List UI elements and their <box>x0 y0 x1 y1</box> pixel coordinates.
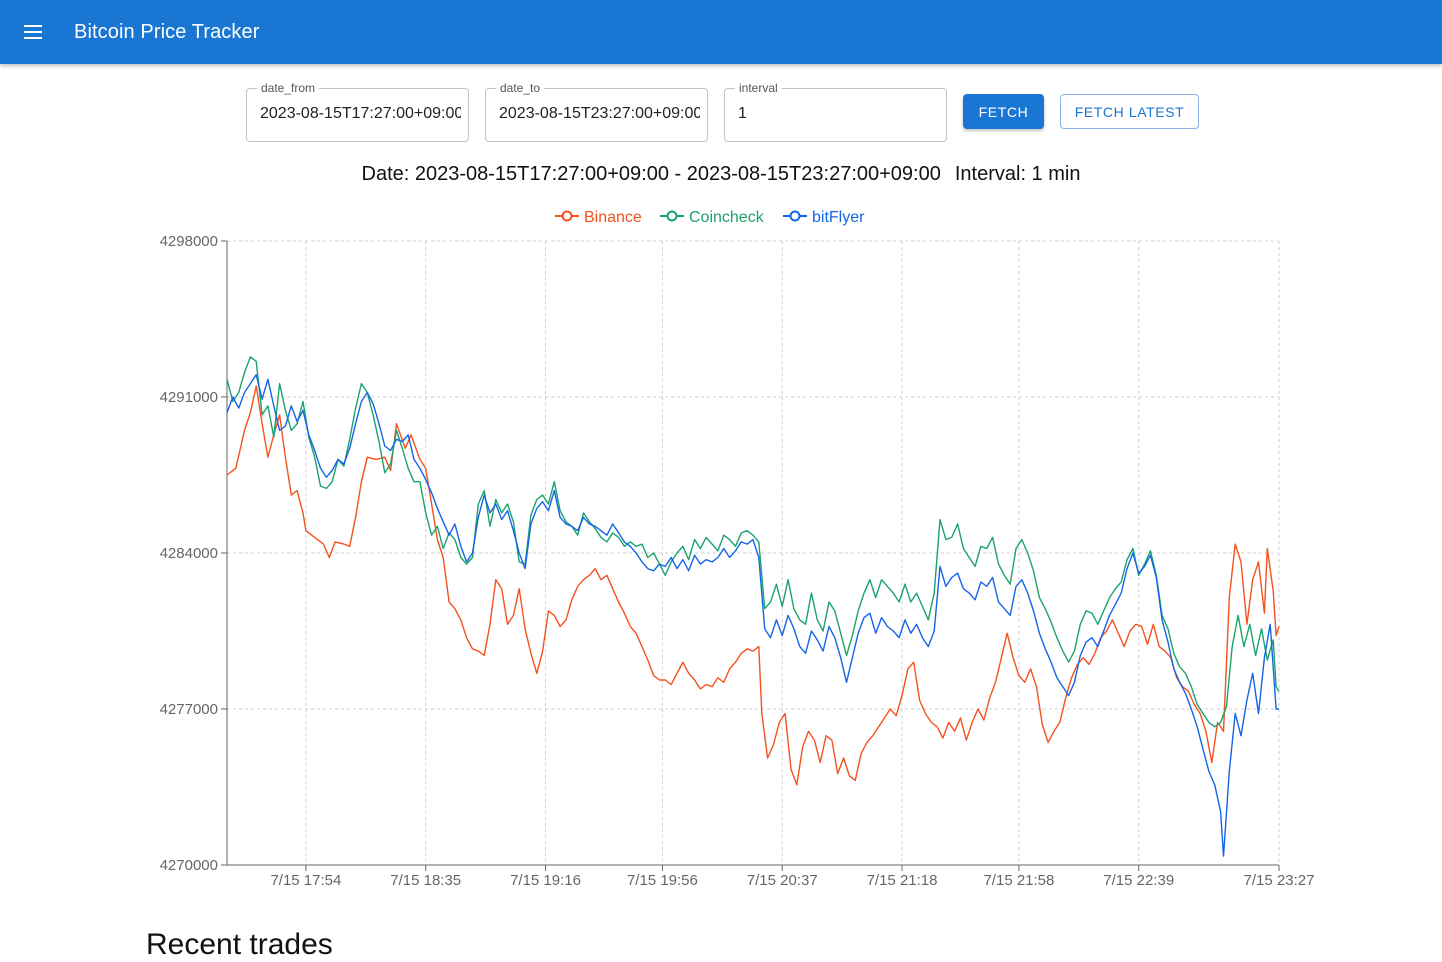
price-chart: 4270000 4277000 4284000 4291000 4298000 7/15 … <box>0 195 1442 895</box>
price-chart-svg: 4270000 4277000 4284000 4291000 4298000 7/15 … <box>160 209 1315 889</box>
date-to-input[interactable] <box>499 105 700 123</box>
series-line-bitflyer <box>226 374 1279 857</box>
x-tick-label: 7/15 23:27 <box>1244 872 1315 889</box>
y-tick-label: 4298000 <box>160 233 218 250</box>
x-tick-label: 7/15 18:35 <box>390 872 461 889</box>
date-from-field: date_from <box>246 81 469 142</box>
x-tick-label: 7/15 17:54 <box>270 872 341 889</box>
series-line-binance <box>226 385 1280 786</box>
interval-input[interactable] <box>738 105 939 123</box>
date-to-label: date_to <box>496 81 545 95</box>
x-tick-label: 7/15 19:56 <box>627 872 698 889</box>
date-to-field: date_to <box>485 81 708 142</box>
y-tick-label: 4277000 <box>160 701 218 718</box>
legend-label-binance: Binance <box>584 209 642 226</box>
legend-marker-coincheck <box>666 210 678 222</box>
legend-label-bitflyer: bitFlyer <box>812 209 865 226</box>
series-line-coincheck <box>226 356 1280 728</box>
date-from-label: date_from <box>257 81 320 95</box>
interval-label: interval <box>735 81 782 95</box>
fetch-button[interactable]: FETCH <box>963 94 1044 129</box>
date-from-input[interactable] <box>260 105 461 123</box>
menu-icon[interactable] <box>20 18 48 46</box>
y-tick-label: 4291000 <box>160 389 218 406</box>
x-tick-label: 7/15 19:16 <box>510 872 581 889</box>
legend-label-coincheck: Coincheck <box>689 209 765 226</box>
legend-marker-binance <box>561 210 573 222</box>
app-bar: Bitcoin Price Tracker <box>0 0 1442 64</box>
y-tick-label: 4284000 <box>160 545 218 562</box>
section-heading: Recent trades <box>146 928 333 961</box>
legend-marker-bitflyer <box>789 210 801 222</box>
x-tick-label: 7/15 20:37 <box>747 872 818 889</box>
y-tick-label: 4270000 <box>160 857 218 874</box>
x-tick-label: 7/15 22:39 <box>1103 872 1174 889</box>
x-tick-label: 7/15 21:58 <box>983 872 1054 889</box>
date-range-text: Date: 2023-08-15T17:27:00+09:00 - 2023-0… <box>361 163 941 185</box>
fetch-latest-button[interactable]: FETCH LATEST <box>1060 94 1199 129</box>
query-summary: Date: 2023-08-15T17:27:00+09:00 - 2023-0… <box>0 163 1442 186</box>
interval-text: Interval: 1 min <box>954 163 1081 185</box>
interval-field: interval <box>724 81 947 142</box>
x-tick-label: 7/15 21:18 <box>867 872 938 889</box>
app-title: Bitcoin Price Tracker <box>74 20 260 43</box>
